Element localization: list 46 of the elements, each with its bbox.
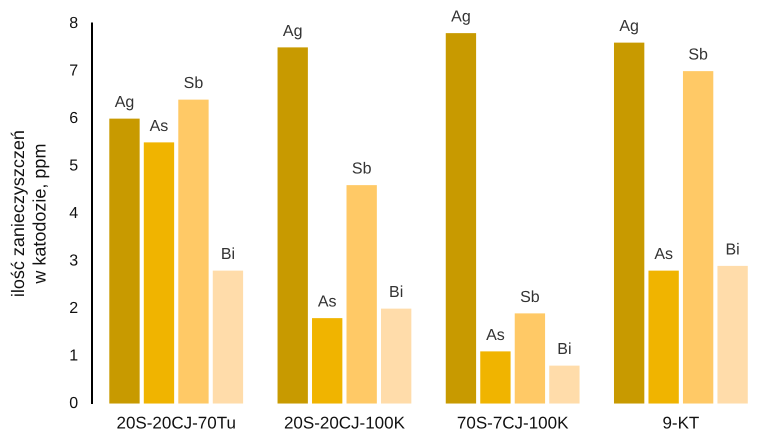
text: As bbox=[318, 294, 337, 311]
y-tick-label: 1 bbox=[69, 348, 78, 365]
y-tick-label: 5 bbox=[69, 158, 78, 175]
bar bbox=[648, 270, 679, 404]
y-tick-label: 0 bbox=[69, 395, 78, 412]
text: Bi bbox=[557, 341, 572, 358]
text: Ag bbox=[451, 8, 471, 26]
bar bbox=[144, 142, 174, 404]
bar bbox=[346, 185, 377, 404]
bar bbox=[380, 308, 412, 404]
text: Bi bbox=[389, 284, 404, 302]
text: Bi bbox=[726, 241, 740, 258]
bar bbox=[278, 47, 308, 404]
bar bbox=[312, 318, 342, 404]
text: Ag bbox=[619, 18, 639, 36]
y-tick-label: 7 bbox=[69, 62, 78, 80]
y-tick-label: 6 bbox=[69, 110, 78, 128]
text: Ag bbox=[282, 22, 302, 40]
y-axis-title: ilość zanieczyszczeń w katodozie, ppm bbox=[8, 130, 50, 298]
bar bbox=[109, 118, 140, 404]
y-tick-label: 4 bbox=[69, 205, 78, 222]
bar bbox=[446, 33, 476, 404]
y-tick-label: 2 bbox=[69, 300, 78, 318]
text: As bbox=[654, 246, 673, 264]
series-label: As bbox=[150, 118, 168, 135]
text: Sb bbox=[520, 288, 540, 306]
bar bbox=[549, 366, 580, 404]
bar bbox=[480, 351, 511, 404]
bar bbox=[178, 100, 209, 404]
bar bbox=[212, 270, 244, 404]
x-tick-label: 70S-7CJ-100K bbox=[456, 413, 570, 432]
bar bbox=[614, 42, 644, 404]
text: As bbox=[486, 326, 505, 344]
y-tick-label: 8 bbox=[69, 15, 78, 32]
x-tick-label: 20S-20CJ-100K bbox=[284, 413, 406, 432]
x-tick-label: 20S-20CJ-70Tu bbox=[116, 413, 236, 432]
y-tick-label: 3 bbox=[69, 252, 78, 270]
text: Sb bbox=[352, 160, 372, 178]
bar bbox=[682, 71, 714, 404]
series-label: Ag bbox=[114, 94, 134, 112]
bar bbox=[514, 313, 546, 404]
bar bbox=[717, 266, 748, 404]
series-label: Sb bbox=[688, 46, 708, 64]
x-tick-label: 9-KT bbox=[662, 413, 700, 432]
text: Sb bbox=[184, 75, 204, 92]
series-label: Bi bbox=[220, 246, 236, 264]
